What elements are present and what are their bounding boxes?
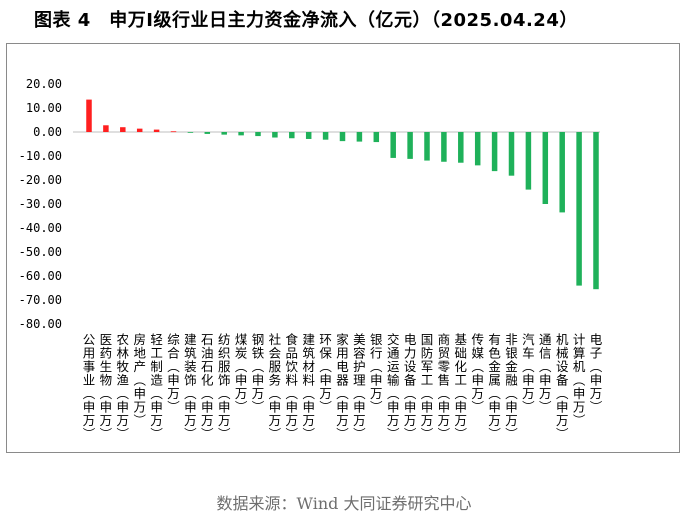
bar-5 <box>153 129 160 132</box>
category-label: 传媒︵申万︶ <box>471 332 484 415</box>
category-label: 食品饮料︵申万︶ <box>286 332 299 442</box>
category-label: 美容护理︵申万︶ <box>353 332 366 442</box>
category-label: 商贸零售︵申万︶ <box>438 332 451 442</box>
bar-13 <box>289 132 295 139</box>
category-label: 交通运输︵申万︶ <box>387 332 400 442</box>
chart-title: 图表 4 申万Ⅰ级行业日主力资金净流入（亿元）（2025.04.24） <box>34 10 578 31</box>
category-label: 建筑装饰︵申万︶ <box>184 332 197 442</box>
bar-21 <box>424 132 430 161</box>
y-tick-label: -80.00 <box>19 317 62 331</box>
category-label: 通信︵申万︶ <box>539 332 552 415</box>
bar-29 <box>559 132 565 213</box>
bar-3 <box>120 127 126 132</box>
chart-frame <box>6 43 680 453</box>
category-label: 综合︵申万︶ <box>167 332 180 415</box>
category-label: 国防军工︵申万︶ <box>421 332 434 442</box>
y-tick-label: -10.00 <box>19 149 62 163</box>
category-label: 公用事业︵申万︶ <box>83 332 96 442</box>
bar-20 <box>407 132 413 159</box>
category-label: 社会服务︵申万︶ <box>269 332 282 442</box>
category-label: 纺织服饰︵申万︶ <box>218 332 231 442</box>
bar-16 <box>339 132 346 142</box>
bar-24 <box>474 132 481 166</box>
category-label: 医药生物︵申万︶ <box>100 332 113 442</box>
category-label: 房地产︵申万︶ <box>133 332 146 428</box>
category-label: 煤炭︵申万︶ <box>235 332 248 415</box>
category-label: 有色金属︵申万︶ <box>488 332 501 442</box>
category-label: 汽车︵申万︶ <box>522 332 535 415</box>
chart-title-bar: 图表 4 申万Ⅰ级行业日主力资金净流入（亿元）（2025.04.24） <box>0 2 688 32</box>
bar-31 <box>593 132 599 290</box>
category-label: 轻工制造︵申万︶ <box>150 332 163 442</box>
bar-22 <box>441 132 447 162</box>
y-tick-label: -50.00 <box>19 245 62 259</box>
bar-25 <box>491 132 498 172</box>
category-label: 建筑材料︵申万︶ <box>302 332 315 442</box>
category-label: 银行︵申万︶ <box>370 332 383 415</box>
bar-11 <box>255 132 261 137</box>
category-label: 环保︵申万︶ <box>319 332 332 415</box>
category-label: 农林牧渔︵申万︶ <box>117 332 130 442</box>
y-tick-label: -30.00 <box>19 197 62 211</box>
bar-26 <box>508 132 515 176</box>
y-tick-label: -40.00 <box>19 221 62 235</box>
category-label: 钢铁︵申万︶ <box>252 332 265 415</box>
bar-8 <box>204 132 211 134</box>
bar-2 <box>103 125 109 132</box>
bar-27 <box>525 132 532 190</box>
bar-4 <box>136 128 143 132</box>
bar-19 <box>390 132 396 158</box>
bar-17 <box>356 132 363 142</box>
y-tick-label: 10.00 <box>26 101 62 115</box>
bar-15 <box>322 132 329 140</box>
bar-18 <box>373 132 380 143</box>
bar-30 <box>576 132 582 286</box>
category-label: 非银金融︵申万︶ <box>505 332 518 442</box>
bar-23 <box>458 132 464 163</box>
category-label: 机械设备︵申万︶ <box>556 332 569 442</box>
y-tick-label: -60.00 <box>19 269 62 283</box>
bar-10 <box>238 132 244 136</box>
category-label: 基础化工︵申万︶ <box>455 332 468 442</box>
y-tick-label: -70.00 <box>19 293 62 307</box>
bar-12 <box>272 132 278 138</box>
category-label: 电子︵申万︶ <box>590 332 603 415</box>
bar-28 <box>542 132 549 204</box>
y-tick-label: 0.00 <box>33 125 62 139</box>
category-label: 石油石化︵申万︶ <box>201 332 214 442</box>
category-label: 家用电器︵申万︶ <box>336 332 349 442</box>
category-label: 计算机︵申万︶ <box>573 332 586 428</box>
bar-6 <box>170 131 177 133</box>
y-tick-label: 20.00 <box>26 77 62 91</box>
bar-1 <box>86 99 92 132</box>
category-label: 电力设备︵申万︶ <box>404 332 417 442</box>
y-tick-label: -20.00 <box>19 173 62 187</box>
data-source-note: 数据来源：Wind 大同证券研究中心 <box>216 494 472 513</box>
bar-14 <box>305 132 312 139</box>
bar-7 <box>187 132 194 133</box>
bar-9 <box>221 132 227 135</box>
